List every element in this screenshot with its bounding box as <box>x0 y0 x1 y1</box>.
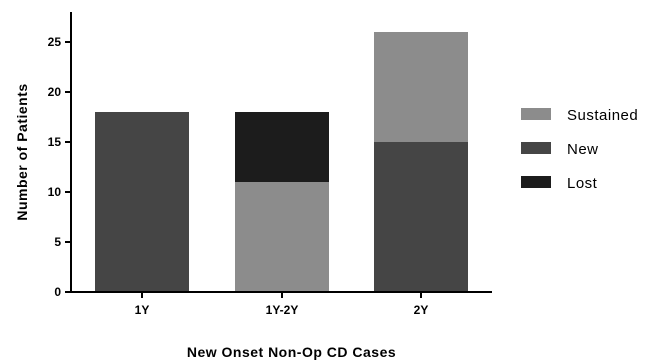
bar-sustained-1y-2y <box>235 182 329 292</box>
x-tick-label: 1Y <box>135 303 150 317</box>
legend-swatch-lost <box>521 176 551 188</box>
y-axis-title: Number of Patients <box>14 83 30 220</box>
y-tick-label: 5 <box>54 235 61 249</box>
legend-label-new: New <box>567 141 599 158</box>
x-tick-label: 1Y-2Y <box>266 303 299 317</box>
bar-lost-1y-2y <box>235 112 329 182</box>
y-tick-label: 15 <box>48 135 62 149</box>
legend-swatch-new <box>521 142 551 154</box>
legend: Sustained New Lost <box>521 107 638 192</box>
bar-sustained-2y <box>374 32 468 142</box>
axes-group: 0 5 10 15 20 25 1Y 1Y-2Y 2Y <box>48 12 492 317</box>
y-tick-label: 25 <box>48 35 62 49</box>
y-tick-label: 20 <box>48 85 62 99</box>
y-tick-label: 10 <box>48 185 62 199</box>
y-tick-label: 0 <box>54 285 61 299</box>
x-tick-label: 2Y <box>414 303 429 317</box>
bars-group <box>95 32 468 292</box>
bar-new-2y <box>374 142 468 292</box>
legend-swatch-sustained <box>521 108 551 120</box>
legend-label-sustained: Sustained <box>567 107 638 124</box>
bar-new-1y <box>95 112 189 292</box>
x-axis-title: New Onset Non-Op CD Cases <box>187 344 396 360</box>
legend-label-lost: Lost <box>567 175 598 192</box>
